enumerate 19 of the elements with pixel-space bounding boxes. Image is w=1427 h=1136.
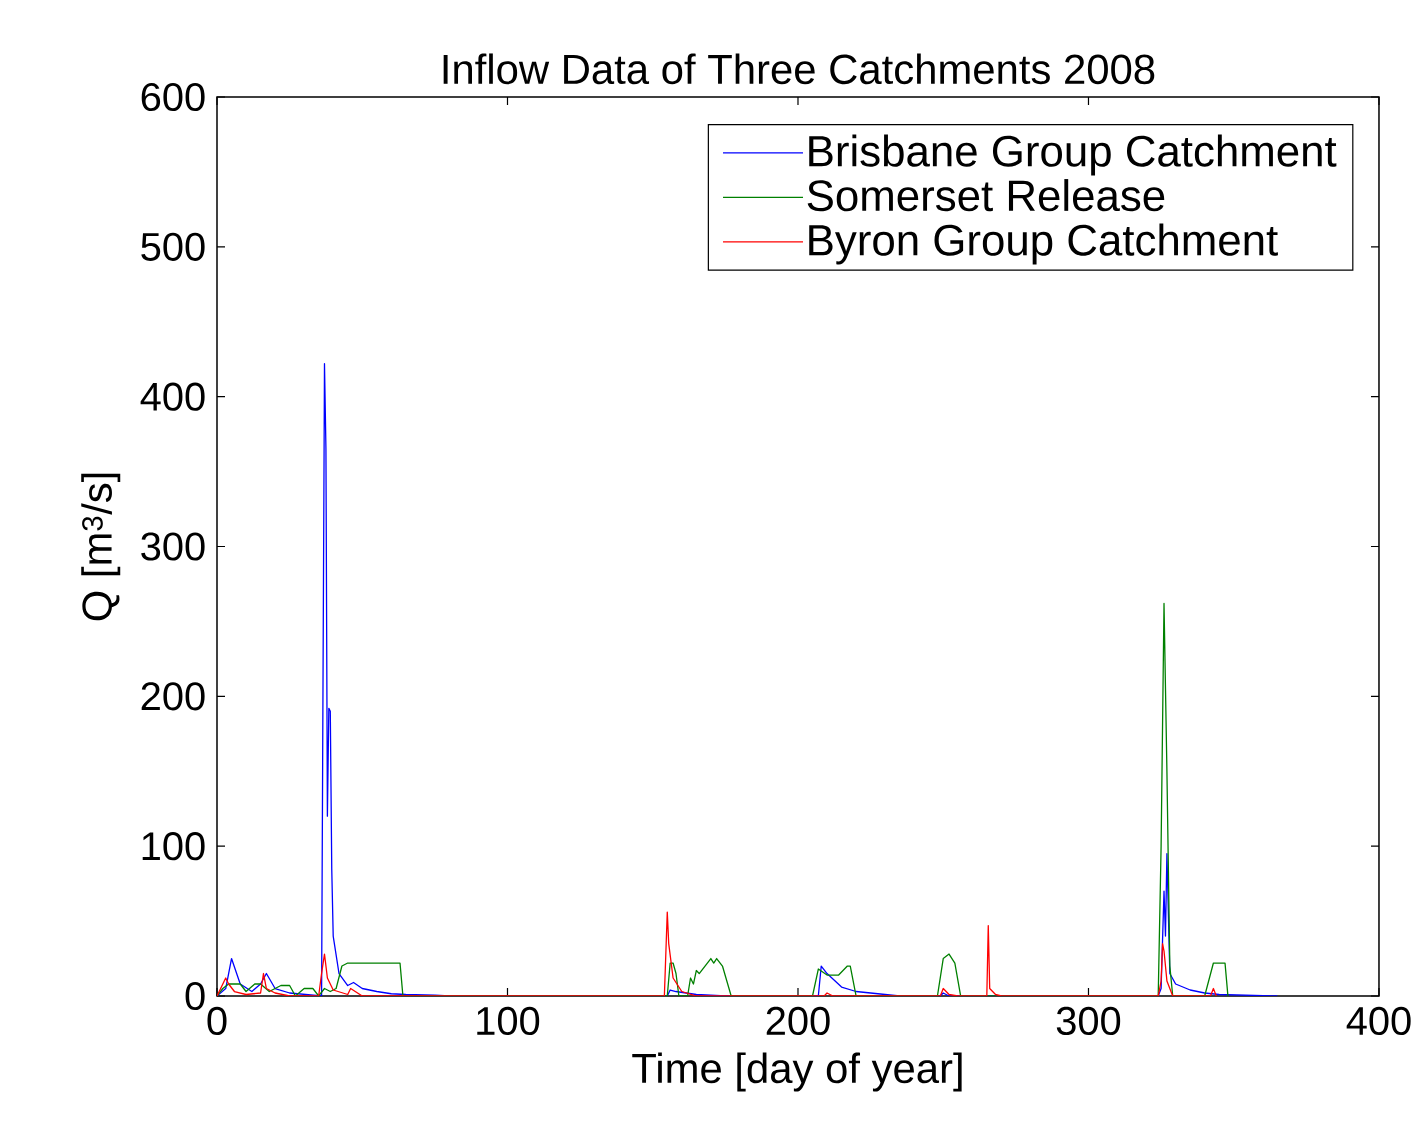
legend-label: Byron Group Catchment [809,223,1278,265]
legend-label: Somerset Release [807,179,1165,212]
y-tick-label: 400 [140,382,205,411]
x-tick-label: 300 [1056,1006,1121,1036]
y-tick-label: 500 [141,232,205,261]
x-tick-label: 0 [207,1006,227,1036]
y-tick-label: 0 [185,981,205,1011]
x-tick-label: 400 [1346,1006,1411,1036]
y-tick-label: 600 [141,82,205,112]
y-tick-label: 300 [141,532,205,561]
x-tick-label: 100 [477,1006,540,1036]
y-axis-title: Q [m$^{3}$/s] [81,473,121,621]
x-axis-title: Time [day of year] [632,1052,962,1092]
legend-label: Brisbane Group Catchment [809,134,1337,176]
y-tick-label: 200 [141,682,205,711]
y-tick-label: 100 [142,832,205,861]
chart-title: Inflow Data of Three Catchments 2008 [443,53,1155,85]
line-series [217,911,1217,996]
x-tick-label: 200 [766,1006,830,1036]
